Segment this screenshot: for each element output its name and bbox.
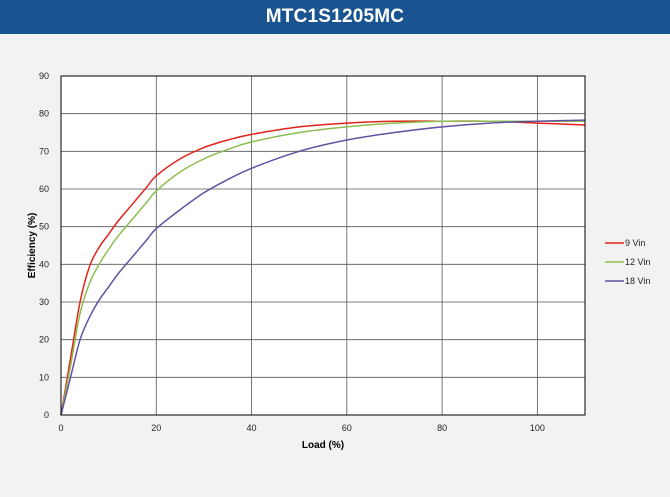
x-tick-label: 100 <box>530 423 545 433</box>
y-tick-label: 20 <box>39 335 49 345</box>
y-tick-label: 30 <box>39 297 49 307</box>
x-tick-label: 40 <box>247 423 257 433</box>
x-tick-label: 0 <box>58 423 63 433</box>
x-tick-label: 60 <box>342 423 352 433</box>
legend-label: 18 Vin <box>625 276 650 286</box>
x-tick-label: 20 <box>151 423 161 433</box>
legend: 9 Vin 12 Vin 18 Vin <box>605 238 650 286</box>
legend-label: 9 Vin <box>625 238 645 248</box>
x-axis-title: Load (%) <box>302 440 344 451</box>
series-lines <box>60 119 586 416</box>
y-axis-title: Efficiency (%) <box>27 213 38 279</box>
series-line-18-vin <box>60 119 586 416</box>
y-tick-label: 40 <box>39 259 49 269</box>
legend-label: 12 Vin <box>625 257 650 267</box>
y-tick-label: 70 <box>39 146 49 156</box>
chart-title: MTC1S1205MC <box>0 0 670 34</box>
x-axis-ticks: 0 20 40 60 80 100 <box>58 423 544 433</box>
series-line-12-vin <box>60 120 585 416</box>
y-tick-label: 80 <box>39 109 49 119</box>
plot-area <box>61 76 585 415</box>
x-tick-label: 80 <box>437 423 447 433</box>
plot-border <box>60 75 586 416</box>
y-tick-label: 60 <box>39 184 49 194</box>
y-axis-ticks: 0 10 20 30 40 50 60 70 80 90 <box>39 71 49 420</box>
y-tick-label: 90 <box>39 71 49 81</box>
y-tick-label: 0 <box>44 410 49 420</box>
y-tick-label: 10 <box>39 372 49 382</box>
y-tick-label: 50 <box>39 222 49 232</box>
